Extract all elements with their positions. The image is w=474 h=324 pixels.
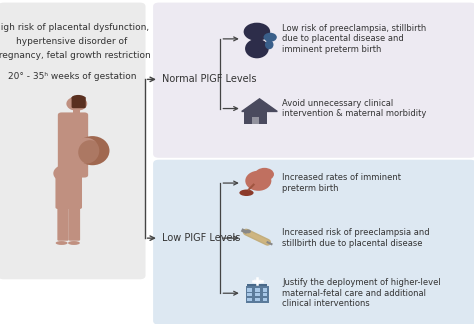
Text: Low PlGF Levels: Low PlGF Levels [162, 233, 240, 243]
Circle shape [244, 23, 270, 41]
Circle shape [66, 97, 87, 111]
Text: High risk of placental dysfunction,: High risk of placental dysfunction, [0, 23, 149, 32]
FancyBboxPatch shape [263, 293, 267, 296]
FancyBboxPatch shape [153, 3, 474, 158]
Text: hypertensive disorder of: hypertensive disorder of [16, 37, 128, 46]
FancyBboxPatch shape [255, 288, 260, 292]
Ellipse shape [72, 95, 85, 101]
Ellipse shape [78, 140, 102, 165]
FancyBboxPatch shape [59, 127, 70, 168]
FancyBboxPatch shape [255, 298, 260, 301]
Circle shape [245, 229, 251, 233]
FancyBboxPatch shape [73, 104, 80, 116]
Ellipse shape [245, 39, 269, 58]
Text: Normal PlGF Levels: Normal PlGF Levels [162, 75, 256, 84]
FancyBboxPatch shape [247, 288, 252, 292]
Ellipse shape [73, 138, 100, 164]
Circle shape [264, 33, 277, 42]
Ellipse shape [239, 190, 254, 196]
Ellipse shape [68, 241, 80, 245]
Circle shape [255, 168, 274, 181]
Polygon shape [242, 99, 277, 111]
FancyBboxPatch shape [153, 160, 474, 324]
FancyBboxPatch shape [244, 111, 267, 124]
FancyBboxPatch shape [254, 279, 261, 284]
FancyBboxPatch shape [263, 298, 267, 301]
Text: Justify the deployment of higher-level
maternal-fetal care and additional
clinic: Justify the deployment of higher-level m… [282, 278, 441, 308]
FancyBboxPatch shape [0, 3, 146, 279]
FancyBboxPatch shape [67, 170, 82, 209]
Text: Avoid unnecessary clinical
intervention & maternal morbidity: Avoid unnecessary clinical intervention … [282, 99, 427, 118]
Ellipse shape [246, 171, 272, 191]
Text: Low risk of preeclampsia, stillbirth
due to placental disease and
imminent prete: Low risk of preeclampsia, stillbirth due… [282, 24, 426, 54]
FancyBboxPatch shape [57, 205, 69, 241]
Text: Increased rates of imminent
preterm birth: Increased rates of imminent preterm birt… [282, 173, 401, 193]
Text: Increased risk of preeclampsia and
stillbirth due to placental disease: Increased risk of preeclampsia and still… [282, 228, 429, 248]
FancyBboxPatch shape [247, 293, 252, 296]
FancyBboxPatch shape [58, 112, 88, 178]
Text: pregnancy, fetal growth restriction: pregnancy, fetal growth restriction [0, 51, 151, 60]
Text: 20° - 35ʰ weeks of gestation: 20° - 35ʰ weeks of gestation [8, 72, 136, 81]
FancyBboxPatch shape [247, 284, 267, 286]
FancyBboxPatch shape [55, 170, 71, 209]
Ellipse shape [75, 136, 109, 165]
Ellipse shape [56, 241, 68, 245]
FancyBboxPatch shape [252, 117, 259, 124]
FancyBboxPatch shape [255, 293, 260, 296]
FancyBboxPatch shape [72, 97, 86, 108]
FancyBboxPatch shape [69, 205, 80, 241]
FancyBboxPatch shape [247, 298, 252, 301]
FancyBboxPatch shape [263, 288, 267, 292]
Ellipse shape [53, 165, 79, 182]
FancyBboxPatch shape [246, 286, 269, 303]
Ellipse shape [265, 40, 273, 49]
